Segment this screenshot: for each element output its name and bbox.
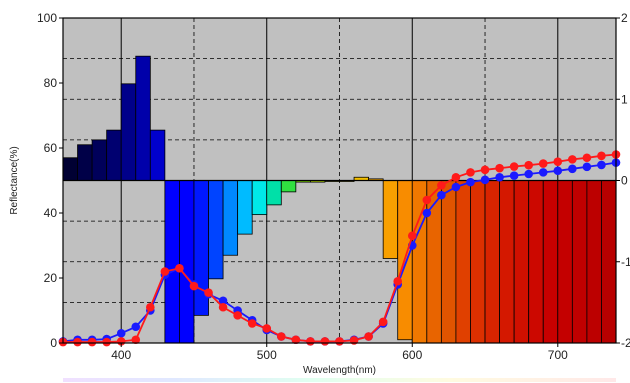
series-2-point (524, 160, 533, 170)
series-2-point (175, 263, 184, 273)
bar-380nm (91, 139, 108, 181)
series-2-point (553, 157, 563, 166)
bar-580nm (382, 180, 399, 259)
series-2-point (306, 337, 315, 346)
y-tick-label: 100 (37, 11, 57, 25)
series-2-point (262, 324, 272, 333)
series-1-point (451, 182, 461, 192)
x-axis-title: Wavelength(nm) (303, 365, 376, 376)
x-tick-label: 600 (402, 348, 422, 362)
y2-tick-label: 1 (621, 92, 628, 106)
series-2-point (407, 231, 417, 241)
spectrum-strip (63, 378, 616, 382)
series-2-point (480, 165, 490, 175)
series-1-point (553, 166, 563, 176)
series-2-point (568, 155, 577, 164)
x-tick-label: 500 (257, 348, 277, 362)
bar-690nm (542, 180, 559, 344)
bar-730nm (601, 180, 617, 344)
series-2-point (597, 151, 606, 161)
series-2-point (146, 302, 155, 312)
bar-420nm (149, 129, 166, 181)
y-tick-label: 80 (44, 76, 58, 90)
series-2-point (131, 335, 141, 345)
series-2-point (509, 162, 519, 171)
y-tick-label: 20 (44, 271, 58, 285)
bar-670nm (513, 180, 530, 344)
series-1-point (524, 169, 533, 179)
bar-430nm (164, 180, 180, 344)
bar-390nm (106, 129, 122, 181)
series-2-point (320, 337, 330, 346)
series-1-point (131, 322, 141, 332)
bar-680nm (528, 180, 544, 344)
series-1-point (538, 168, 548, 177)
series-1-point (480, 175, 490, 185)
bar-660nm (499, 180, 515, 344)
bar-650nm (484, 180, 500, 344)
series-2-point (160, 267, 170, 276)
bar-460nm (208, 180, 224, 280)
y-tick-label: 40 (44, 206, 58, 220)
series-2-point (218, 302, 228, 312)
series-2-point (437, 181, 446, 190)
series-2-point (247, 319, 257, 328)
x-tick-label: 700 (548, 348, 568, 362)
series-1-point (466, 177, 475, 187)
y2-tick-label: -2 (621, 336, 630, 350)
series-1-point (597, 160, 606, 170)
series-2-point (466, 168, 475, 177)
series-1-point (218, 296, 228, 306)
bar-480nm (237, 180, 253, 235)
x-tick-label: 400 (111, 348, 131, 362)
series-2-point (73, 337, 82, 347)
series-2-point (233, 311, 242, 320)
series-2-point (102, 337, 111, 347)
series-2-point (87, 337, 97, 347)
series-1-point (495, 172, 504, 182)
series-2-point (582, 153, 592, 163)
bar-640nm (470, 180, 486, 344)
y-axis-title: Reflectance(%) (9, 146, 20, 214)
series-2-point (189, 281, 199, 291)
bar-410nm (135, 55, 151, 181)
bar-630nm (455, 180, 471, 344)
series-2-point (276, 332, 286, 341)
series-1-point (116, 328, 126, 338)
bar-510nm (280, 180, 297, 193)
series-1-point (509, 171, 519, 180)
bar-400nm (120, 83, 137, 181)
bar-440nm (179, 180, 195, 344)
series-1-point (582, 162, 592, 172)
series-2-point (291, 335, 301, 345)
bar-490nm (251, 180, 268, 216)
y2-tick-label: 0 (621, 174, 628, 188)
y2-tick-label: 2 (621, 11, 628, 25)
y-tick-label: 60 (44, 141, 58, 155)
bar-360nm (62, 157, 78, 181)
series-1-point (437, 190, 446, 200)
series-2-point (422, 195, 432, 205)
series-2-point (451, 172, 461, 182)
y-tick-label: 0 (50, 336, 57, 350)
series-2-point (495, 163, 504, 173)
bar-710nm (571, 180, 588, 344)
series-2-point (393, 276, 403, 286)
bar-720nm (586, 180, 602, 344)
bar-500nm (266, 180, 282, 206)
bar-370nm (77, 144, 93, 181)
bar-620nm (440, 180, 457, 344)
series-2-point (335, 337, 344, 346)
bar-700nm (557, 180, 573, 344)
series-2-point (538, 159, 548, 168)
series-1-point (568, 164, 577, 174)
y2-tick-label: -1 (621, 255, 630, 269)
bar-470nm (222, 180, 239, 256)
series-2-point (378, 317, 388, 327)
series-1-point (422, 208, 432, 218)
series-2-point (364, 332, 373, 341)
series-2-point (204, 288, 213, 297)
